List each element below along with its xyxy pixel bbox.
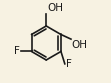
Text: OH: OH: [47, 3, 63, 13]
Text: F: F: [14, 46, 20, 57]
Text: F: F: [66, 59, 71, 69]
Text: OH: OH: [72, 40, 88, 50]
